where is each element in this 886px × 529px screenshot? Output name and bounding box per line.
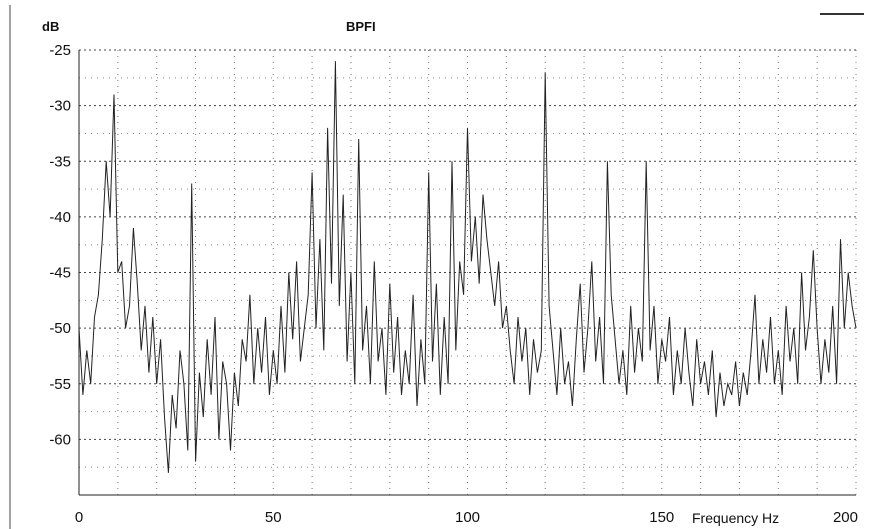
y-tick-label: -35	[49, 153, 71, 170]
x-tick-label: 50	[265, 509, 282, 526]
y-tick-label: -55	[49, 376, 71, 393]
chart-title: BPFI	[346, 19, 376, 34]
x-tick-label: 100	[455, 509, 480, 526]
y-tick-labels: -25 -30 -35 -40 -45 -50 -55 -60	[49, 42, 71, 448]
y-tick-label: -50	[49, 320, 71, 337]
y-tick-label: -60	[49, 431, 71, 448]
y-tick-label: -30	[49, 98, 71, 115]
y-tick-label: -25	[49, 42, 71, 59]
x-tick-label: 200	[833, 509, 858, 526]
y-tick-label: -45	[49, 265, 71, 282]
spectrum-series-line	[78, 61, 857, 473]
y-axis-label: dB	[42, 19, 59, 34]
x-tick-label: 0	[75, 509, 83, 526]
x-tick-labels: 0 50 100 150 200	[75, 509, 858, 526]
x-axis-label: Frequency Hz	[692, 510, 779, 526]
y-tick-label: -40	[49, 209, 71, 226]
x-tick-label: 150	[649, 509, 674, 526]
